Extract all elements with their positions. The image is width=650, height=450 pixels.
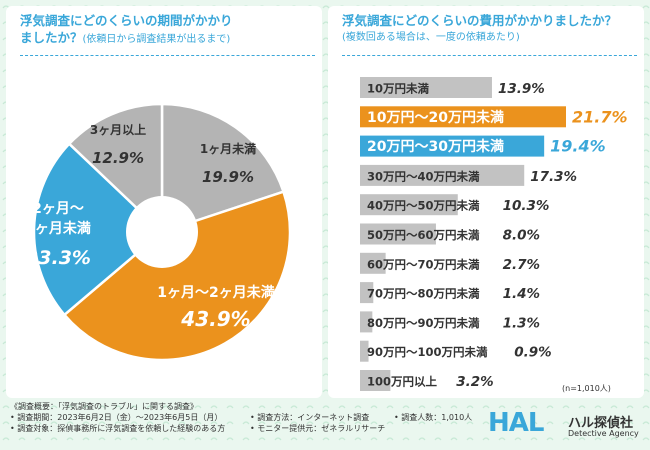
cost-title-sub: (複数回ある場合は、一度の依頼あたり) (342, 32, 520, 43)
pie-value-3: 12.9% (92, 149, 144, 167)
bar-value-1: 21.7% (572, 107, 628, 126)
survey-monitor: • モニター提供元：ゼネラルリサーチ (250, 424, 386, 433)
bar-label-3: 30万円～40万円未満 (367, 169, 480, 183)
logo-name: ハル探偵社 (568, 416, 634, 431)
bar-label-5: 50万円～60万円未満 (367, 228, 480, 242)
bar-3 (360, 164, 525, 186)
duration-title-line2: ましたか？ (20, 30, 83, 45)
bar-1 (360, 106, 566, 128)
bar-value-3: 17.3% (530, 169, 577, 185)
survey-footer: 《調査概要：「浮気調査のトラブル」に関する調査》 • 調査期間：2023年6月2… (10, 401, 473, 445)
bar-6 (360, 252, 386, 274)
pie-slice-3 (67, 102, 164, 235)
survey-summary: 《調査概要：「浮気調査のトラブル」に関する調査》 (10, 402, 198, 411)
pie-slice-1 (62, 190, 292, 362)
bar-9 (360, 340, 369, 362)
bar-0 (360, 77, 492, 98)
bar-value-6: 2.7% (503, 257, 540, 273)
pie-value-1: 43.9% (180, 307, 250, 331)
bar-value-0: 13.9% (498, 81, 545, 97)
bar-label-8: 80万円～90万円未満 (367, 316, 480, 330)
cost-title: 浮気調査にどのくらいの費用がかかりましたか？ (複数回ある場合は、一度の依頼あた… (342, 12, 637, 56)
bar-value-4: 10.3% (503, 198, 550, 214)
bar-label-9: 90万円～100万円未満 (367, 345, 488, 359)
title-divider (342, 55, 637, 56)
survey-target: • 調査対象：探偵事務所に浮気調査を依頼した経験のある方 (10, 424, 226, 433)
pie-label-2: 2ヶ月～ (32, 201, 84, 217)
bar-label-2: 20万円～30万円未満 (367, 138, 504, 155)
pie-label-0: 1ヶ月未満 (200, 141, 256, 156)
bar-value-7: 1.4% (503, 286, 540, 302)
bar-8 (360, 311, 373, 333)
bar-value-5: 8.0% (503, 228, 540, 244)
pie-label-1: 1ヶ月～2ヶ月未満 (157, 284, 274, 301)
title-divider (20, 55, 315, 56)
bar-10 (360, 370, 391, 391)
logo-sub: Detective Agency (568, 429, 639, 438)
duration-title-sub: (依頼日から調査結果が出るまで) (82, 34, 231, 45)
pie-center-hole (126, 196, 198, 268)
bar-5 (360, 223, 436, 245)
bar-label-4: 40万円～50万円未満 (367, 199, 480, 213)
bar-value-2: 19.4% (550, 137, 606, 156)
hal-logo: HAL ハル探偵社 Detective Agency (488, 408, 648, 442)
bar-7 (360, 282, 374, 304)
cost-panel: 浮気調査にどのくらいの費用がかかりましたか？ (複数回ある場合は、一度の依頼あた… (328, 6, 644, 398)
bar-label-10: 100万円以上 (367, 375, 438, 389)
logo-mark: HAL (488, 408, 544, 438)
pie-value-0: 19.9% (202, 168, 254, 186)
pie-label-3: 3ヶ月以上 (90, 122, 146, 137)
bar-label-1: 10万円～20万円未満 (367, 109, 504, 126)
bar-label-7: 70万円～80万円未満 (367, 287, 480, 301)
bar-value-10: 3.2% (456, 374, 493, 390)
survey-period: • 調査期間：2023年6月2日（金）～2023年6月5日（月） (10, 413, 223, 422)
cost-title-line1: 浮気調査にどのくらいの費用がかかりましたか？ (342, 13, 618, 28)
bar-4 (360, 194, 458, 216)
pie-slice-0 (160, 102, 286, 234)
pie-label-2: 3ヶ月未満 (25, 220, 91, 237)
survey-method: • 調査方法：インターネット調査 (250, 413, 370, 422)
survey-count: • 調査人数：1,010人 (394, 413, 473, 422)
sample-size-note: (n=1,010人) (562, 384, 611, 393)
bar-value-8: 1.3% (503, 315, 540, 331)
bar-2 (360, 135, 545, 157)
bar-value-9: 0.9% (514, 345, 551, 361)
pie-value-2: 23.3% (25, 247, 91, 269)
bar-label-0: 10万円未満 (367, 82, 430, 96)
duration-title-line1: 浮気調査にどのくらいの期間がかかり (20, 13, 233, 28)
pie-slice-2 (32, 142, 164, 317)
duration-title: 浮気調査にどのくらいの期間がかかり ましたか？(依頼日から調査結果が出るまで) (20, 12, 315, 56)
bar-label-6: 60万円～70万円未満 (367, 257, 480, 271)
